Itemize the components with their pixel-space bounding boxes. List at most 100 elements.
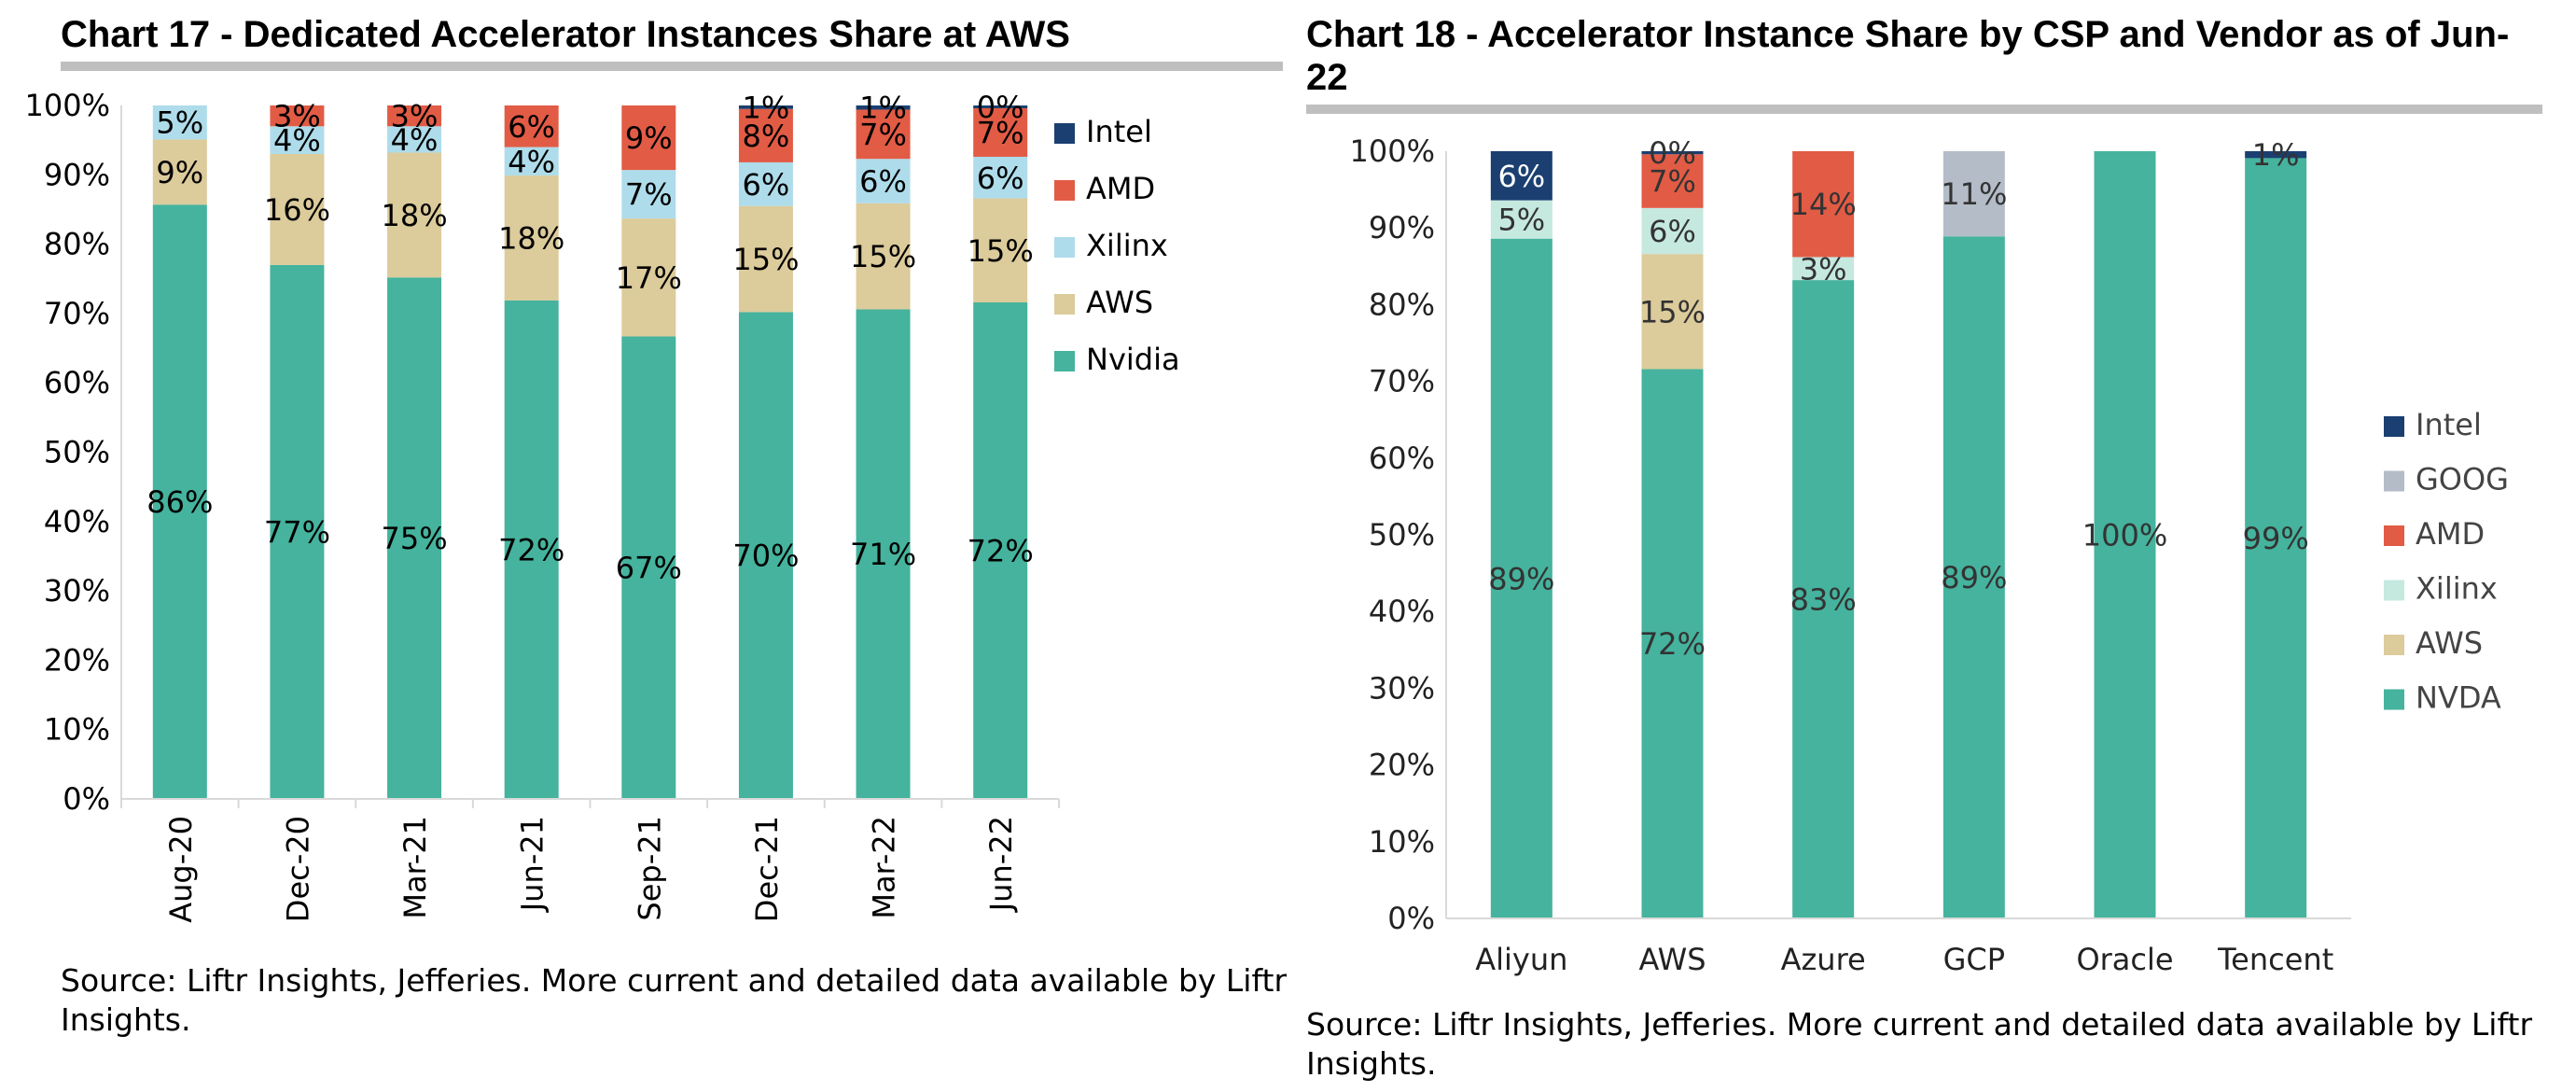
data-label: 89% [1941, 560, 2007, 595]
bar-segment-goog-gcp [1942, 151, 2005, 237]
bar-segment-amd-dec-21 [738, 108, 793, 162]
x-tick-label: AWS [1638, 942, 1706, 977]
bar-segment-nvda-azure [1792, 280, 1855, 918]
data-label: 71% [850, 537, 916, 572]
chart-17-panel: Chart 17 - Dedicated Accelerator Instanc… [25, 0, 1288, 1092]
legend-label-xilinx: Xilinx [1086, 228, 1168, 263]
bar-segment-nvidia-mar-21 [387, 277, 442, 799]
y-tick-label: 10% [44, 712, 110, 748]
legend-label-nvda: NVDA [2416, 680, 2501, 716]
data-label: 18% [498, 220, 564, 256]
title-divider [1306, 105, 2542, 114]
legend-swatch-intel [2384, 416, 2404, 437]
legend-label-nvidia: Nvidia [1086, 342, 1180, 377]
x-tick-label: Mar-22 [867, 816, 902, 919]
data-label: 75% [382, 521, 448, 556]
y-tick-label: 20% [44, 642, 110, 678]
chart-17-plot: 0% 10% 20% 30% 40% 50% 60% 70% 80% 90% 100% 86% 9% 5%… [25, 88, 1180, 923]
bar-segment-intel-mar-22 [856, 105, 911, 110]
bar-segment-intel-aws [1641, 151, 1704, 155]
bar-segment-aws-jun-21 [504, 175, 559, 301]
data-label: 6% [1497, 159, 1545, 194]
data-label: 17% [616, 260, 682, 296]
data-label: 1% [859, 91, 907, 126]
y-tick-label: 40% [1369, 594, 1435, 629]
x-tick-label: Dec-21 [749, 816, 785, 922]
bar-segment-intel-tencent [2245, 151, 2307, 159]
data-label: 14% [1790, 187, 1857, 222]
data-label: 3% [1800, 251, 1847, 287]
data-label: 4% [508, 144, 555, 179]
x-tick-label: Jun-22 [983, 816, 1019, 913]
bar-segment-intel-dec-21 [738, 105, 793, 109]
y-tick-label: 70% [1369, 364, 1435, 399]
y-tick-label: 30% [44, 573, 110, 609]
x-tick-label: Azure [1781, 942, 1866, 977]
data-label: 1% [2252, 137, 2300, 173]
bar-segment-nvidia-sep-21 [621, 336, 676, 799]
x-tick-label: GCP [1943, 942, 2005, 977]
bar-segment-amd-jun-22 [973, 107, 1028, 157]
bar-segment-amd-mar-21 [387, 105, 442, 127]
x-tick-label: Tencent [2217, 942, 2333, 977]
y-tick-label: 30% [1369, 670, 1435, 706]
data-label: 7% [625, 177, 673, 213]
y-tick-label: 70% [44, 296, 110, 331]
bar-segment-amd-mar-22 [856, 109, 911, 160]
legend-swatch-amd [1054, 180, 1075, 201]
bar-segment-xilinx-jun-22 [973, 156, 1028, 199]
bar-segment-aws-dec-21 [738, 205, 793, 313]
data-label: 4% [391, 122, 439, 158]
data-label: 15% [732, 242, 799, 277]
data-label: 5% [1497, 203, 1545, 238]
y-tick-label: 80% [1369, 287, 1435, 322]
bar-segment-xilinx-mar-22 [856, 159, 911, 203]
legend-swatch-intel [1054, 123, 1075, 144]
data-label: 7% [859, 117, 907, 152]
bar-segment-nvidia-jun-22 [973, 302, 1028, 800]
source-note: Source: Liftr Insights, Jefferies. More … [61, 962, 1288, 1038]
data-label: 6% [743, 167, 790, 203]
data-label: 15% [968, 233, 1034, 269]
data-label: 77% [264, 514, 330, 550]
bar-segment-xilinx-aug-20 [152, 105, 207, 140]
bar-segment-nvda-tencent [2245, 158, 2307, 918]
bar-segment-amd-azure [1792, 151, 1855, 258]
legend-swatch-goog [2384, 470, 2404, 492]
chart-title: Chart 18 - Accelerator Instance Share by… [1306, 14, 2510, 98]
bar-segment-xilinx-mar-21 [387, 126, 442, 153]
data-label: 5% [156, 105, 203, 141]
y-tick-label: 50% [1369, 517, 1435, 553]
bar-segment-xilinx-dec-21 [738, 161, 793, 206]
data-label: 6% [859, 164, 907, 200]
data-label: 3% [273, 99, 321, 134]
legend-label-amd: AMD [2416, 516, 2485, 552]
bar-segment-aws-jun-22 [973, 198, 1028, 303]
data-label: 100% [2082, 518, 2167, 553]
data-label: 7% [977, 115, 1024, 150]
legend-swatch-xilinx [1054, 237, 1075, 258]
data-label: 11% [1941, 176, 2007, 212]
x-tick-label: Aug-20 [163, 816, 199, 923]
bar-segment-xilinx-jun-21 [504, 147, 559, 176]
x-tick-label: Mar-21 [397, 816, 433, 919]
data-label: 72% [968, 534, 1034, 569]
bar-segment-nvidia-dec-20 [270, 264, 325, 799]
y-tick-label: 100% [25, 88, 110, 123]
y-tick-label: 0% [63, 781, 110, 817]
bar-segment-intel-aliyun [1490, 151, 1553, 201]
title-divider [61, 62, 1283, 71]
x-tick-label: Oracle [2076, 942, 2173, 977]
data-label: 7% [1649, 164, 1696, 200]
bar-segment-xilinx-aliyun [1490, 200, 1553, 239]
bar-segment-xilinx-dec-20 [270, 126, 325, 155]
data-label: 0% [977, 90, 1024, 125]
bar-segment-aws-aug-20 [152, 139, 207, 205]
y-tick-label: 90% [1369, 210, 1435, 245]
data-label: 67% [616, 551, 682, 586]
data-label: 0% [1649, 135, 1696, 171]
chart-18-panel: Chart 18 - Accelerator Instance Share by… [1302, 0, 2556, 1092]
bar-segment-amd-aws [1641, 154, 1704, 208]
data-label: 72% [1639, 626, 1706, 662]
bar-segment-nvda-gcp [1942, 236, 2005, 918]
